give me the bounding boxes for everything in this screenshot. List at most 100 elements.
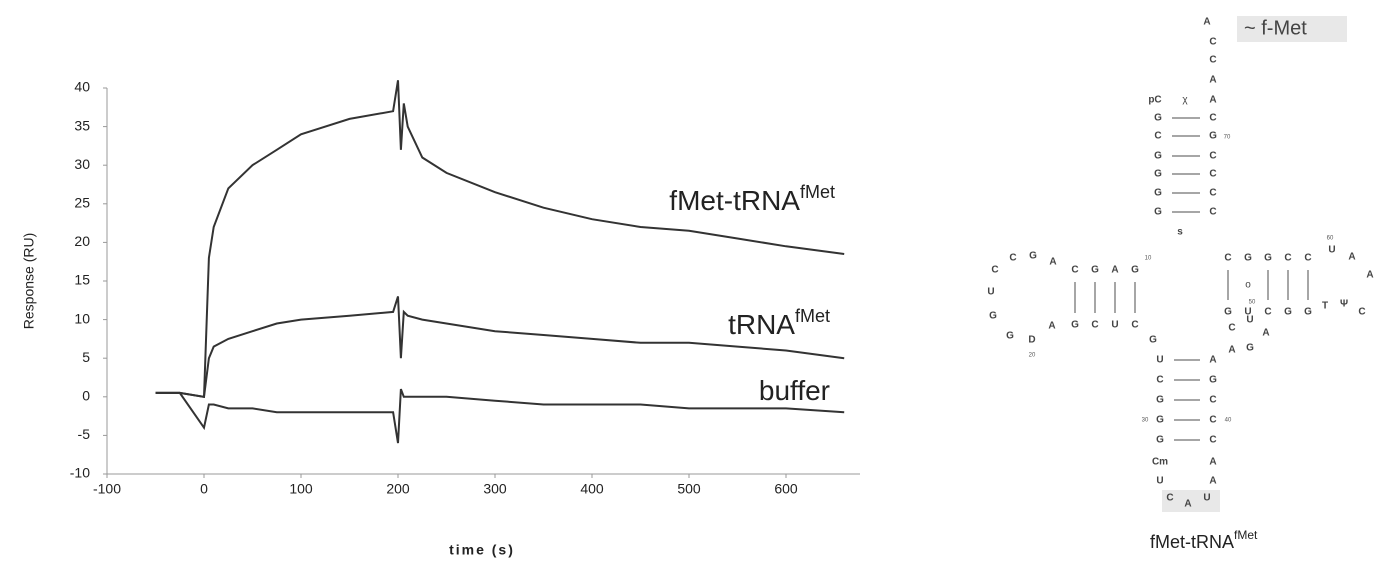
nucleotide: G <box>1006 331 1014 342</box>
position-number: 70 <box>1224 135 1231 141</box>
nucleotide: G <box>1224 307 1232 318</box>
nucleotide: C <box>1091 320 1098 331</box>
nucleotide: G <box>1149 335 1157 346</box>
nucleotide: G <box>1156 415 1164 426</box>
nucleotide: U <box>1156 476 1163 487</box>
nucleotide: A <box>1049 257 1056 268</box>
position-number: 40 <box>1225 418 1232 424</box>
series-label: tRNAfMet <box>728 306 830 341</box>
x-tick-label: 0 <box>200 481 208 497</box>
nucleotide: A <box>1111 265 1118 276</box>
position-number: 20 <box>1029 353 1036 359</box>
nucleotide: G <box>1071 320 1079 331</box>
nucleotide: A <box>1348 252 1355 263</box>
series-label: fMet-tRNAfMet <box>669 182 835 217</box>
nucleotide: A <box>1209 355 1216 366</box>
nucleotide: U <box>1246 315 1253 326</box>
nucleotide: s <box>1177 227 1183 238</box>
y-axis-label: Response (RU) <box>21 233 37 329</box>
series-name: tRNA <box>728 309 795 340</box>
caption-text: fMet-tRNA <box>1150 532 1234 552</box>
nucleotide: C <box>1166 493 1173 504</box>
end-label-bg <box>1237 16 1347 42</box>
nucleotide: C <box>1264 307 1271 318</box>
x-tick-label: 200 <box>386 481 410 497</box>
nucleotide: C <box>1209 55 1216 66</box>
nucleotide: G <box>1029 251 1037 262</box>
nucleotide: A <box>1228 345 1235 356</box>
nucleotide: C <box>1358 307 1365 318</box>
nucleotide: G <box>1154 188 1162 199</box>
nucleotide: G <box>989 311 997 322</box>
nucleotide: C <box>1228 323 1235 334</box>
nucleotide: Ψ <box>1340 299 1348 310</box>
nucleotide: C <box>1209 151 1216 162</box>
nucleotide: A <box>1048 321 1055 332</box>
nucleotide: U <box>1111 320 1118 331</box>
end-label: ~ f-Met <box>1244 17 1307 39</box>
nucleotide: C <box>1209 435 1216 446</box>
y-tick-label: 30 <box>74 156 90 172</box>
y-tick-label: 5 <box>82 349 90 365</box>
nucleotide: G <box>1154 207 1162 218</box>
nucleotide: G <box>1154 113 1162 124</box>
nucleotide: pC <box>1148 95 1161 106</box>
nucleotide: A <box>1209 75 1216 86</box>
y-tick-label: 10 <box>74 310 90 326</box>
nucleotide: U <box>1328 245 1335 256</box>
nucleotide: U <box>1244 307 1251 318</box>
y-tick-label: 0 <box>82 388 90 404</box>
nucleotide: C <box>1156 375 1163 386</box>
y-tick-label: 20 <box>74 233 90 249</box>
series-name-superscript: fMet <box>795 306 830 326</box>
nucleotide: C <box>1209 207 1216 218</box>
nucleotide: G <box>1154 151 1162 162</box>
wobble-pair: o <box>1245 280 1251 291</box>
nucleotide: A <box>1209 476 1216 487</box>
nucleotide: Cm <box>1152 457 1168 468</box>
anticodon-bg <box>1162 490 1220 512</box>
nucleotide: A <box>1366 270 1373 281</box>
nucleotide: G <box>1209 131 1217 142</box>
y-tick-label: 35 <box>74 117 90 133</box>
nucleotide: C <box>1154 131 1161 142</box>
nucleotide: C <box>1009 253 1016 264</box>
position-number: 30 <box>1142 418 1149 424</box>
position-number: 10 <box>1145 256 1152 262</box>
position-number: 50 <box>1249 300 1256 306</box>
y-tick-label: -5 <box>78 426 91 442</box>
y-tick-label: -10 <box>70 465 90 481</box>
x-axis-label: time (s) <box>449 542 515 558</box>
x-tick-label: -100 <box>93 481 121 497</box>
nucleotide: G <box>1304 307 1312 318</box>
nucleotide: C <box>1224 253 1231 264</box>
y-tick-label: 40 <box>74 79 90 95</box>
position-number: 60 <box>1327 236 1334 242</box>
diagram-caption: fMet-tRNAfMet <box>1150 528 1258 552</box>
series-name-superscript: fMet <box>800 182 835 202</box>
nucleotide: G <box>1264 253 1272 264</box>
nucleotide: A <box>1209 95 1216 106</box>
nucleotide: G <box>1131 265 1139 276</box>
nucleotide: U <box>1203 493 1210 504</box>
x-tick-label: 300 <box>483 481 507 497</box>
nucleotide: G <box>1284 307 1292 318</box>
caption-superscript: fMet <box>1234 528 1258 542</box>
mismatch: χ <box>1182 95 1188 106</box>
nucleotide: A <box>1262 328 1269 339</box>
nucleotide: G <box>1156 395 1164 406</box>
x-tick-label: 600 <box>774 481 798 497</box>
y-tick-label: 25 <box>74 195 90 211</box>
y-tick-label: 15 <box>74 272 90 288</box>
nucleotide: G <box>1246 343 1254 354</box>
data-line <box>155 296 845 398</box>
nucleotide: U <box>987 287 994 298</box>
data-line <box>155 388 845 444</box>
nucleotide: T <box>1322 301 1328 312</box>
nucleotide: C <box>991 265 998 276</box>
nucleotide: G <box>1156 435 1164 446</box>
nucleotide: G <box>1209 375 1217 386</box>
nucleotide: G <box>1244 253 1252 264</box>
nucleotide: C <box>1209 395 1216 406</box>
